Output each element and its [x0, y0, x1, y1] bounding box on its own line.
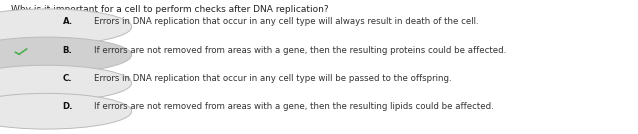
Circle shape [0, 37, 131, 73]
Circle shape [0, 93, 131, 129]
Text: D.: D. [63, 102, 73, 111]
Text: Errors in DNA replication that occur in any cell type will always result in deat: Errors in DNA replication that occur in … [94, 17, 479, 26]
Circle shape [0, 9, 131, 45]
Text: C.: C. [63, 74, 72, 83]
Circle shape [0, 65, 131, 101]
Text: Why is it important for a cell to perform checks after DNA replication?: Why is it important for a cell to perfor… [11, 5, 329, 14]
Text: If errors are not removed from areas with a gene, then the resulting proteins co: If errors are not removed from areas wit… [94, 46, 507, 55]
Text: B.: B. [63, 46, 72, 55]
Text: Errors in DNA replication that occur in any cell type will be passed to the offs: Errors in DNA replication that occur in … [94, 74, 452, 83]
Text: If errors are not removed from areas with a gene, then the resulting lipids coul: If errors are not removed from areas wit… [94, 102, 494, 111]
Text: A.: A. [63, 17, 73, 26]
